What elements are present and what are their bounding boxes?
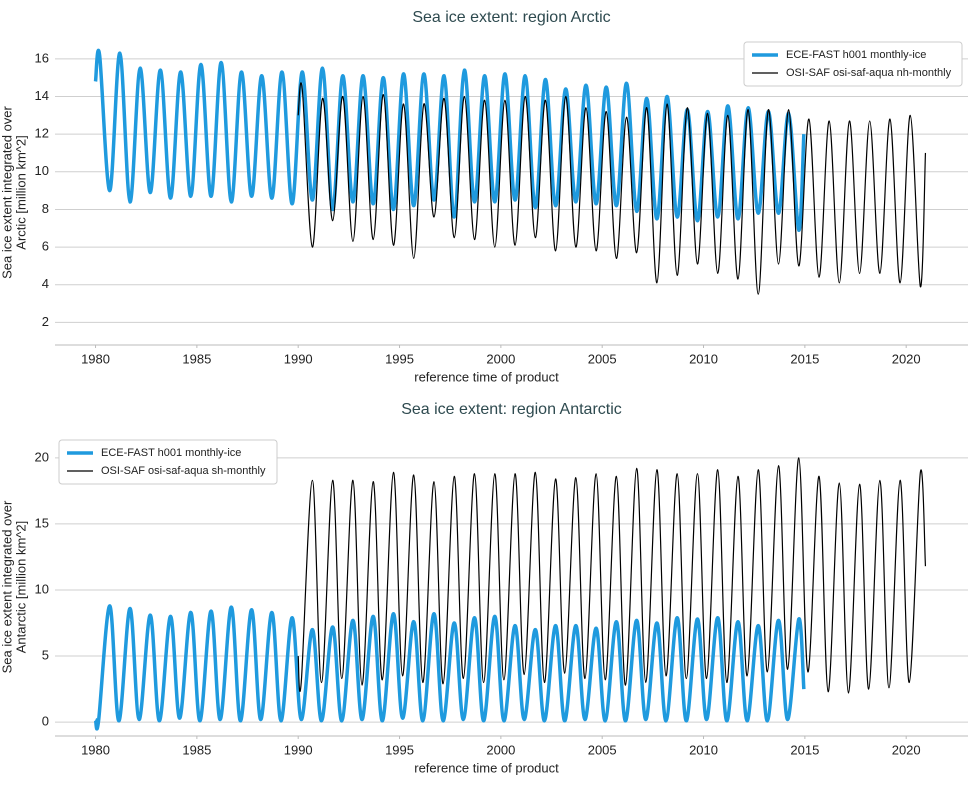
y-tick-label: 14 [35,88,49,103]
series-line [93,604,806,731]
y-axis-label: Antarctic [million km^2] [13,521,28,654]
x-tick-label: 1980 [81,742,110,757]
x-tick-label: 2010 [689,351,718,366]
x-tick-label: 2010 [689,742,718,757]
x-tick-label: 2005 [588,742,617,757]
x-tick-label: 1980 [81,351,110,366]
legend-label: ECE-FAST h001 monthly-ice [786,49,926,61]
y-tick-label: 6 [42,239,49,254]
y-tick-label: 10 [35,581,49,596]
y-tick-label: 15 [35,515,49,530]
x-tick-label: 2020 [892,742,921,757]
x-tick-label: 1985 [182,742,211,757]
series-line [297,82,927,295]
legend: ECE-FAST h001 monthly-ice OSI-SAF osi-saf… [58,439,278,485]
x-tick-label: 1995 [385,742,414,757]
y-tick-label: 20 [35,449,49,464]
panel: Sea ice extent: region Antarctic 0 5 10 15 20… [0,401,968,775]
x-tick-label: 2015 [790,742,819,757]
legend-box [743,41,963,87]
y-tick-label: 4 [42,276,49,291]
y-tick-label: 12 [35,126,49,141]
x-axis-label: reference time of product [414,369,559,384]
x-tick-label: 1990 [284,351,313,366]
x-tick-label: 1995 [385,351,414,366]
legend-label: OSI-SAF osi-saf-aqua nh-monthly [786,67,952,79]
y-tick-label: 8 [42,201,49,216]
chart-title: Sea ice extent: region Arctic [412,9,610,26]
y-tick-label: 2 [42,314,49,329]
y-tick-label: 5 [42,647,49,662]
legend: ECE-FAST h001 monthly-ice OSI-SAF osi-saf… [743,41,963,87]
x-tick-label: 2000 [486,742,515,757]
y-tick-label: 0 [42,714,49,729]
y-axis-label: Sea ice extent integrated over [0,105,14,278]
chart-title: Sea ice extent: region Antarctic [401,401,622,418]
panel: Sea ice extent: region Arctic 2 4 6 8 10 12 14 1… [0,9,968,384]
legend-label: OSI-SAF osi-saf-aqua sh-monthly [101,465,266,477]
y-tick-label: 10 [35,163,49,178]
x-tick-label: 1985 [182,351,211,366]
legend-label: ECE-FAST h001 monthly-ice [101,447,241,459]
legend-box [58,439,278,485]
series-line [297,457,927,694]
y-axis-label: Arctic [million km^2] [13,135,28,249]
x-tick-label: 2015 [790,351,819,366]
y-axis-label: Sea ice extent integrated over [0,500,14,673]
x-tick-label: 2005 [588,351,617,366]
x-axis-label: reference time of product [414,760,559,775]
y-tick-label: 16 [35,50,49,65]
x-tick-label: 2000 [486,351,515,366]
series-line [93,49,806,232]
x-tick-label: 2020 [892,351,921,366]
x-tick-label: 1990 [284,742,313,757]
